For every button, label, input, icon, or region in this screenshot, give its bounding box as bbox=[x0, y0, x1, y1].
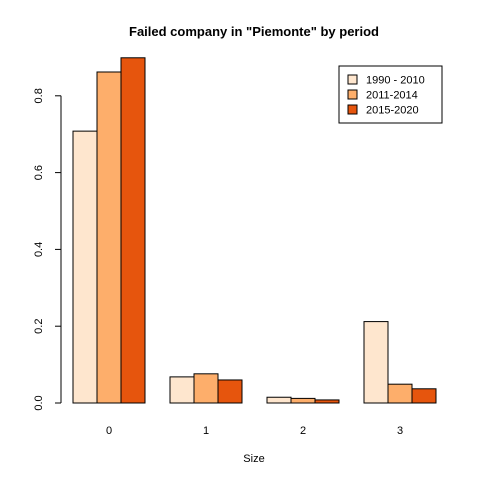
legend-label-1: 2011-2014 bbox=[366, 90, 418, 102]
x-tick-label: 3 bbox=[397, 425, 403, 437]
x-tick-label: 1 bbox=[203, 425, 209, 437]
bar-1-series-0 bbox=[169, 376, 195, 404]
y-tick-label: 0.8 bbox=[33, 88, 45, 103]
legend-label-2: 2015-2020 bbox=[366, 105, 419, 117]
bars-group bbox=[72, 57, 437, 404]
bar-1-series-2 bbox=[217, 379, 243, 404]
bar-0-series-0 bbox=[72, 130, 98, 404]
bar-1-series-1 bbox=[193, 373, 219, 404]
bar-0-series-2 bbox=[120, 57, 146, 404]
legend-swatch-1 bbox=[347, 89, 358, 100]
legend: 1990 - 2010 2011-2014 2015-2020 bbox=[338, 65, 443, 124]
legend-swatch-0 bbox=[347, 74, 358, 85]
bar-2-series-0 bbox=[266, 396, 292, 404]
x-axis-label: Size bbox=[243, 453, 264, 465]
x-axis-labels: 0 1 2 3 bbox=[106, 425, 403, 437]
bar-3-series-2 bbox=[411, 388, 437, 404]
bar-3-series-1 bbox=[387, 383, 413, 404]
y-tick-label: 0.6 bbox=[33, 165, 45, 180]
legend-swatch-2 bbox=[347, 104, 358, 115]
bar-3-series-0 bbox=[363, 321, 389, 404]
bar-2-series-2 bbox=[314, 399, 340, 404]
chart-title: Failed company in "Piemonte" by period bbox=[129, 24, 379, 39]
bar-2-series-1 bbox=[290, 397, 316, 404]
y-axis: 0.0 0.2 0.4 0.6 0.8 bbox=[33, 88, 62, 411]
y-tick-label: 0.4 bbox=[33, 242, 45, 257]
legend-label-0: 1990 - 2010 bbox=[366, 75, 425, 87]
x-tick-label: 2 bbox=[300, 425, 306, 437]
y-tick-label: 0.0 bbox=[33, 395, 45, 410]
x-tick-label: 0 bbox=[106, 425, 112, 437]
bar-0-series-1 bbox=[96, 71, 122, 404]
y-tick-label: 0.2 bbox=[33, 319, 45, 334]
